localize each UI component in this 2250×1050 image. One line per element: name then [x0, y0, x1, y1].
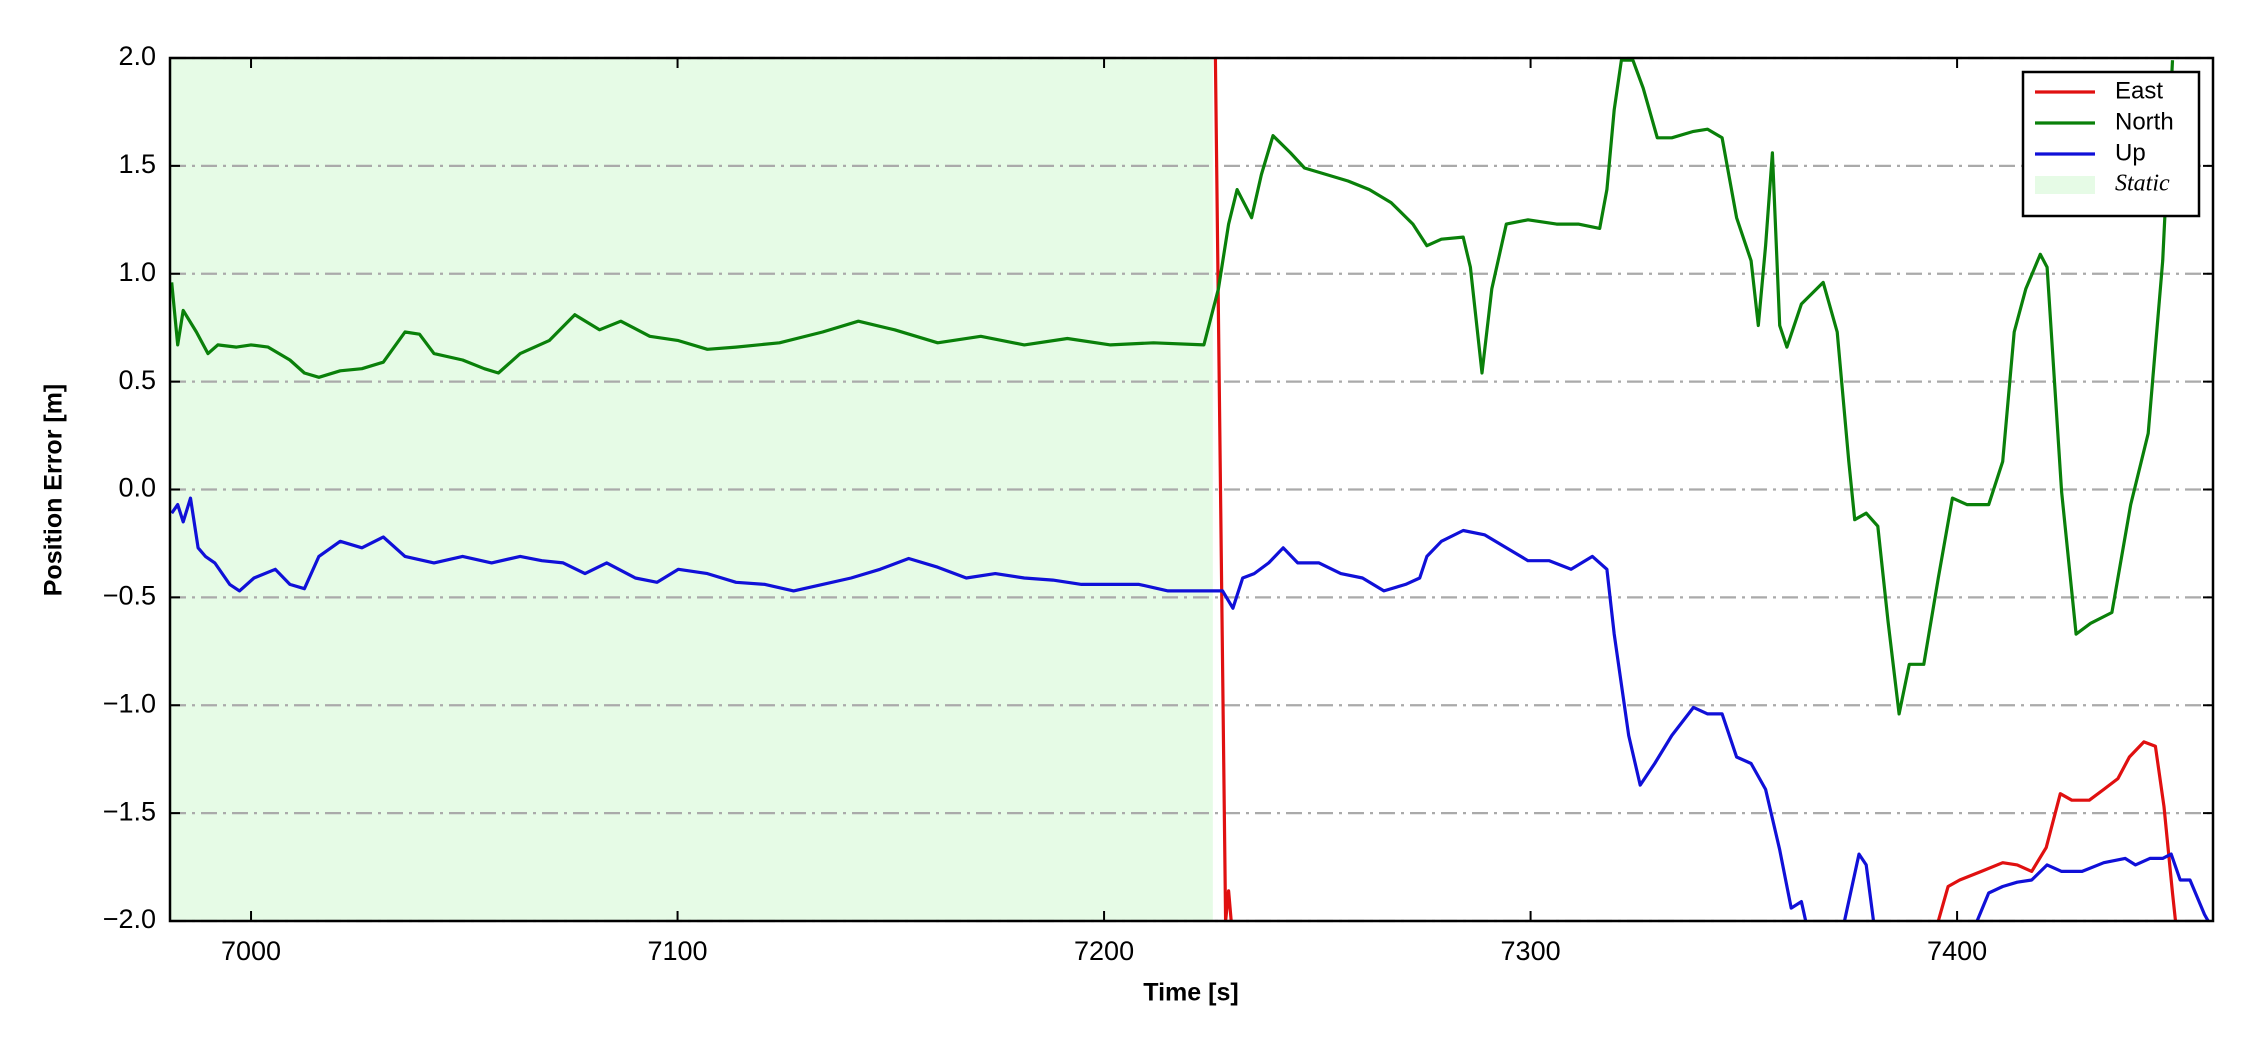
series-line — [170, 496, 2210, 921]
series-line — [1213, 58, 2178, 921]
y-tick-label: 1.5 — [118, 149, 156, 179]
legend-label: Up — [2115, 139, 2146, 166]
x-tick-label: 7200 — [1074, 936, 1134, 966]
legend-swatch — [2035, 176, 2095, 194]
y-tick-label: 2.0 — [118, 41, 156, 71]
y-axis-title: Position Error [m] — [40, 384, 68, 597]
y-tick-label: 0.5 — [118, 365, 156, 395]
x-tick-label: 7100 — [648, 936, 708, 966]
axis-layer: −2.0 −1.5 −1.0 −0.5 0.0 0.5 1.0 1.5 2.0 7000 7100 7… — [103, 41, 2213, 966]
y-tick-label: 0.0 — [118, 473, 156, 503]
legend-label: Static — [2115, 171, 2170, 197]
x-tick-label: 7300 — [1501, 936, 1561, 966]
y-tick-label: −1.5 — [103, 796, 156, 826]
y-tick-label: −0.5 — [103, 581, 156, 611]
y-tick-label: −1.0 — [103, 688, 156, 718]
legend-label: North — [2115, 108, 2174, 135]
y-tick-label: −2.0 — [103, 904, 156, 934]
x-tick-label: 7400 — [1927, 936, 1987, 966]
line-layer — [170, 58, 2210, 921]
series-line — [170, 58, 2175, 716]
legend-label: East — [2115, 77, 2163, 104]
x-tick-label: 7000 — [221, 936, 281, 966]
y-tick-label: 1.0 — [118, 257, 156, 287]
x-axis-title: Time [s] — [1143, 979, 1238, 1007]
legend: East North Up Static — [2021, 70, 2201, 218]
